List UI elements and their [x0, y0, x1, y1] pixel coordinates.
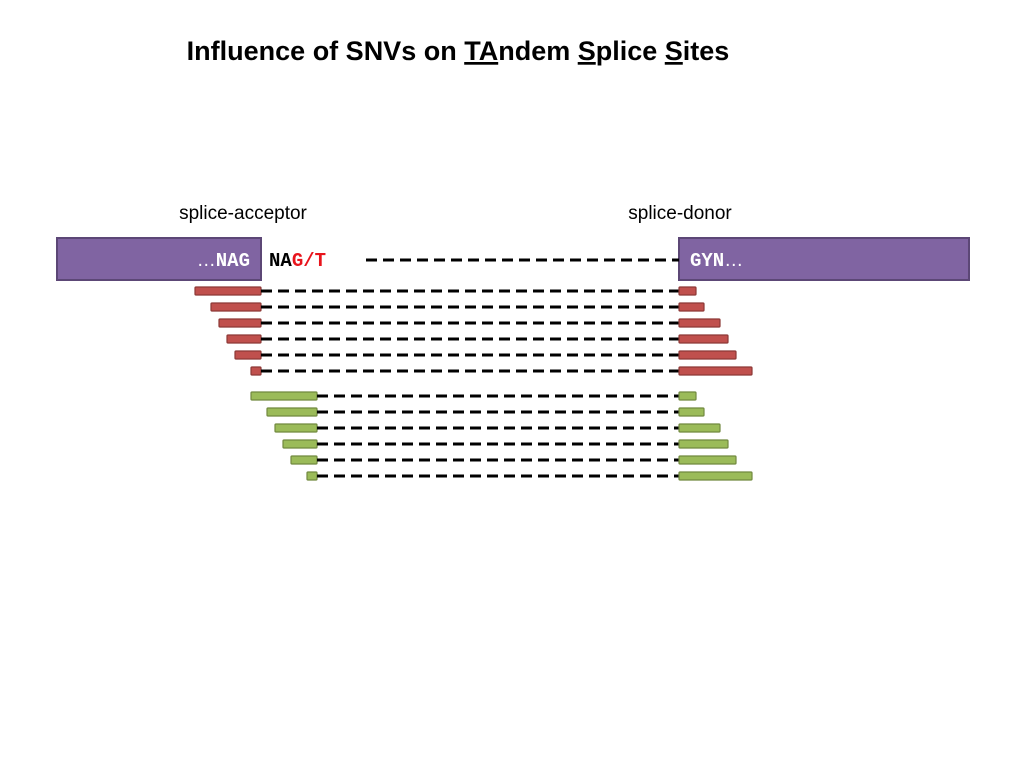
- exon-fragment: [210, 302, 262, 312]
- exon-fragment: [266, 407, 318, 417]
- exon-fragment: [678, 407, 705, 417]
- exon-fragment: [234, 350, 262, 360]
- exon-fragment: [290, 455, 318, 465]
- seq: GYN: [690, 250, 724, 272]
- exon-fragment: [678, 391, 697, 401]
- donor-label: splice-donor: [628, 203, 732, 224]
- exon-fragment: [678, 334, 729, 344]
- ellipsis: …: [197, 250, 216, 271]
- exon-fragment: [250, 366, 262, 376]
- exon-fragment: [678, 423, 721, 433]
- title-part: ites: [683, 36, 730, 66]
- exon-fragment: [678, 318, 721, 328]
- title-part: ndem: [498, 36, 578, 66]
- exon-fragment: [218, 318, 262, 328]
- intron-start: NAG/T: [269, 250, 326, 272]
- exon-right: [678, 237, 970, 281]
- exon-left: [56, 237, 262, 281]
- exon-fragment: [678, 439, 729, 449]
- title-part: TA: [464, 36, 498, 66]
- ellipsis: …: [724, 250, 743, 271]
- exon-fragment: [306, 471, 318, 481]
- exon-fragment: [226, 334, 262, 344]
- exon-fragment: [678, 302, 705, 312]
- title-part: S: [665, 36, 683, 66]
- title: Influence of SNVs on TAndem Splice Sites: [187, 36, 730, 66]
- exon-fragment: [678, 286, 697, 296]
- exon-fragment: [678, 350, 737, 360]
- title-part: Influence of SNVs on: [187, 36, 465, 66]
- acceptor-label: splice-acceptor: [179, 203, 307, 224]
- exon-right-seq: GYN…: [690, 250, 743, 272]
- exon-left-seq: …NAG: [197, 250, 250, 272]
- variant-rows: [194, 286, 753, 481]
- title-part: S: [578, 36, 596, 66]
- exon-fragment: [282, 439, 318, 449]
- exon-fragment: [678, 366, 753, 376]
- exon-fragment: [678, 471, 753, 481]
- seq: NAG: [216, 250, 250, 272]
- seq-variant: G/T: [292, 250, 326, 272]
- title-part: plice: [596, 36, 665, 66]
- exon-fragment: [250, 391, 318, 401]
- exon-fragment: [274, 423, 318, 433]
- exon-fragment: [678, 455, 737, 465]
- seq: NA: [269, 250, 292, 272]
- exon-fragment: [194, 286, 262, 296]
